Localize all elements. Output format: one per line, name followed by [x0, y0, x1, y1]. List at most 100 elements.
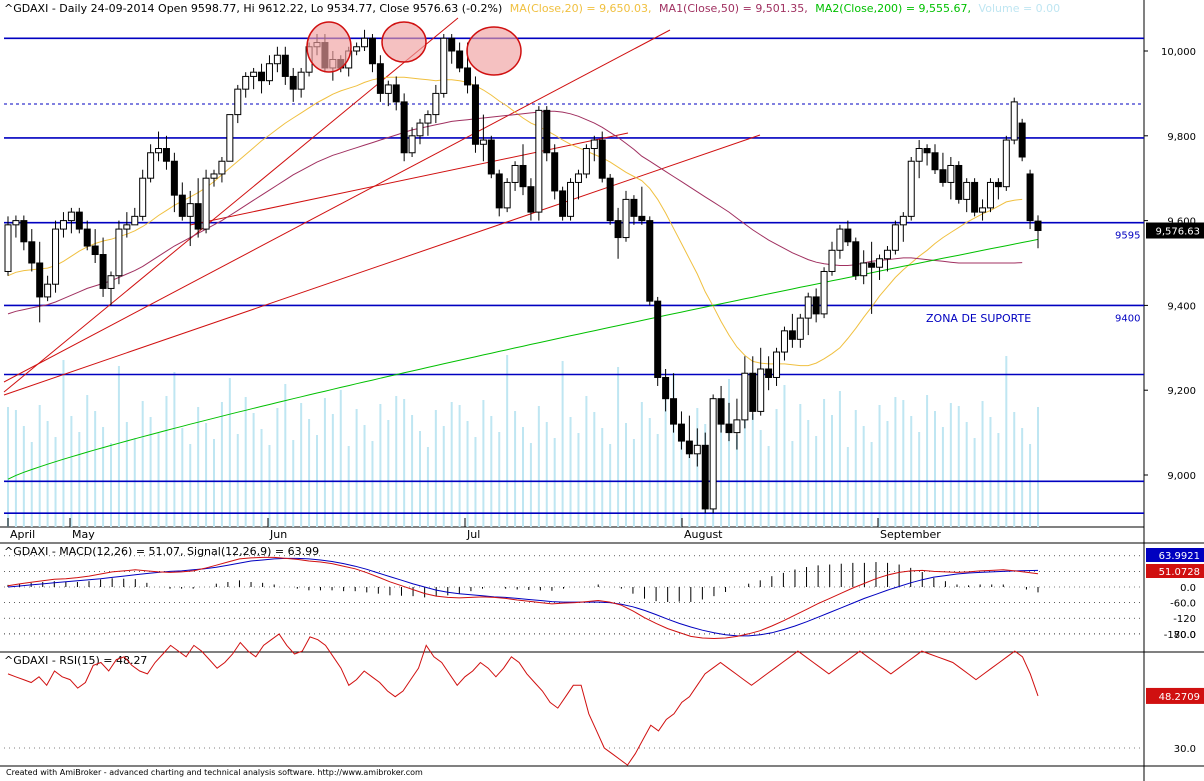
volume-bar: [498, 432, 501, 527]
volume-bar: [870, 442, 873, 527]
volume-bar: [799, 404, 802, 527]
candle-body: [12, 220, 20, 226]
trendline: [3, 29, 671, 383]
candle-body: [614, 220, 622, 239]
volume-bar: [244, 397, 247, 527]
volume-bar: [395, 396, 398, 527]
header-ohlc: ^GDAXI - Daily 24-09-2014 Open 9598.77, …: [4, 2, 502, 15]
volume-bar: [403, 399, 406, 527]
volume-bar: [300, 403, 303, 527]
trendline: [3, 134, 761, 396]
month-label: April: [10, 528, 35, 541]
volume-bar: [268, 445, 271, 527]
header-ma20: MA(Close,20) = 9,650.03,: [510, 2, 652, 15]
candle-body: [162, 148, 170, 162]
level-label: 9595: [1115, 231, 1140, 242]
volume-bar: [1021, 428, 1024, 527]
candle-body: [139, 177, 147, 217]
month-label: Jul: [466, 528, 480, 541]
volume-bar: [934, 411, 936, 527]
volume-bar: [609, 444, 612, 527]
footer-credit: Created with AmiBroker - advanced charti…: [6, 768, 423, 777]
candle-body: [844, 228, 852, 243]
volume-bar: [593, 412, 596, 527]
candle-body: [741, 372, 749, 421]
candle-body: [915, 148, 923, 162]
volume-bar: [1013, 412, 1016, 527]
candle-body: [733, 419, 741, 434]
candle-body: [131, 215, 139, 226]
volume-bar: [110, 443, 112, 527]
candle-body: [273, 54, 281, 65]
candle-body: [52, 228, 60, 285]
volume-bar: [70, 416, 73, 527]
volume-bar: [973, 438, 976, 527]
candle-body: [812, 296, 820, 315]
macd-tick-label: -180.0: [1164, 630, 1196, 641]
candle-body: [535, 109, 543, 213]
volume-bar: [347, 446, 350, 527]
candle-body: [376, 63, 384, 94]
candle-body: [107, 275, 115, 289]
candle-body: [551, 152, 559, 192]
volume-bar: [46, 421, 49, 527]
volume-bar: [102, 427, 105, 527]
volume-bar: [514, 411, 517, 527]
candle-body: [258, 71, 266, 82]
volume-bar: [419, 431, 421, 527]
volume-bar: [30, 442, 33, 527]
volume-bar: [617, 367, 620, 527]
candle-body: [828, 249, 836, 272]
volume-bar: [1005, 356, 1008, 527]
candle-body: [487, 139, 495, 175]
volume-bar: [957, 406, 960, 527]
candle-body: [392, 84, 400, 103]
signal-value-box: [1146, 548, 1204, 562]
candle-body: [36, 262, 44, 298]
volume-bar: [751, 414, 754, 527]
volume-bar: [363, 425, 366, 527]
y-tick-label: 9,400: [1167, 301, 1196, 312]
volume-bar: [379, 404, 382, 527]
candle-body: [353, 46, 361, 52]
month-label: September: [880, 528, 941, 541]
candle-body: [265, 63, 273, 82]
date-axis: April May Jun Jul August September: [7, 518, 941, 541]
volume-bar: [854, 410, 857, 527]
candle-body: [1034, 220, 1042, 232]
volume-bar: [537, 406, 540, 527]
candle-body: [440, 37, 448, 94]
candle-body: [384, 84, 392, 94]
volume-bar: [165, 396, 168, 527]
macd-tick-label: -60.0: [1170, 599, 1196, 610]
candle-body: [630, 198, 638, 217]
macd-value-label: 51.0728: [1159, 567, 1200, 578]
candle-body: [147, 152, 155, 179]
candle-body: [424, 114, 432, 124]
candle-body: [4, 224, 12, 272]
volume-bar: [862, 426, 865, 527]
volume-bar: [918, 432, 921, 527]
candle-body: [662, 376, 670, 400]
volume-bar: [522, 427, 524, 527]
volume-bar: [458, 405, 461, 527]
volume-bar: [783, 385, 786, 527]
candle-body: [963, 181, 971, 200]
candle-body: [979, 207, 987, 213]
candle-body: [725, 423, 733, 434]
price-axis: 10,000 9,800 9,600 9,400 9,200 9,000 9,576.63: [1144, 47, 1204, 482]
volume-bar: [569, 417, 572, 527]
volume-bar: [331, 414, 334, 527]
candle-body: [931, 152, 939, 171]
macd-tick-label: 0.0: [1180, 583, 1196, 594]
candle-body: [638, 215, 646, 222]
candle-body: [170, 160, 178, 196]
volume-bar: [284, 384, 287, 527]
volume-bar: [228, 378, 231, 527]
candle-body: [28, 241, 36, 264]
volume-bar: [910, 416, 913, 527]
volume-bar: [181, 428, 184, 527]
volume-bar: [720, 403, 723, 527]
volume-bar: [78, 432, 81, 527]
candle-body: [361, 37, 369, 48]
